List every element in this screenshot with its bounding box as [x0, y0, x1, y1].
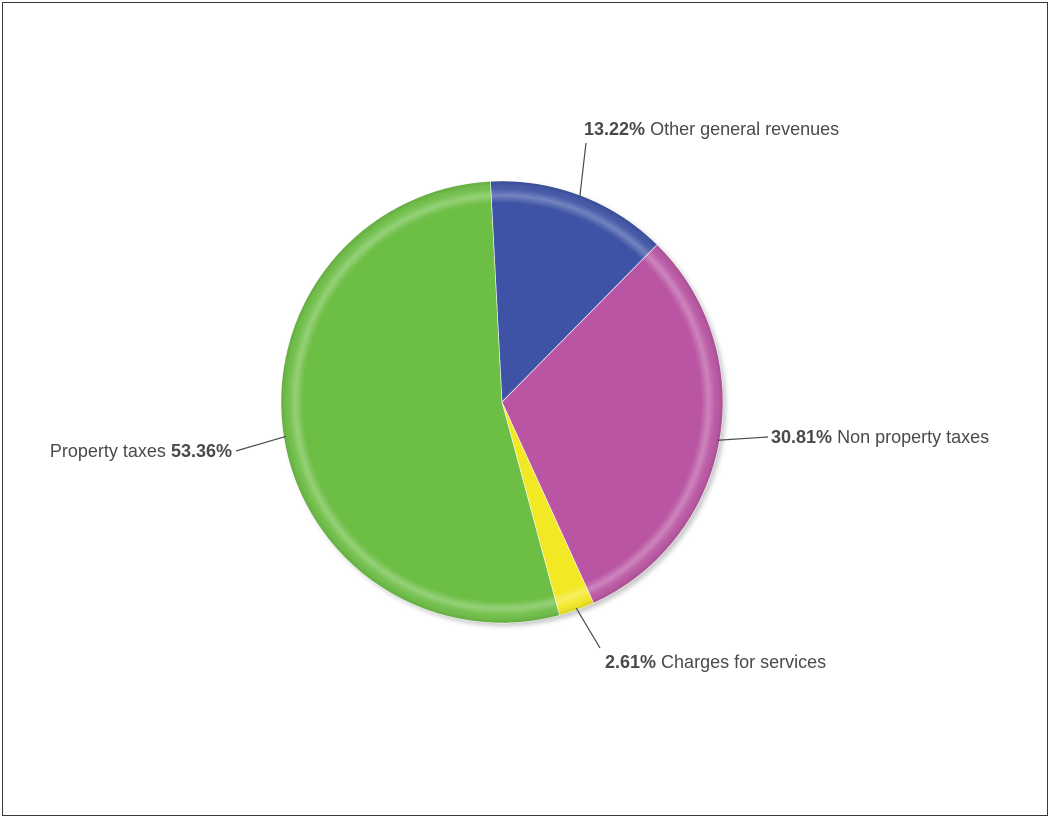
- slice-percent: 53.36%: [171, 441, 232, 461]
- slice-label: 30.81% Non property taxes: [771, 427, 989, 447]
- slice-percent: 30.81%: [771, 427, 832, 447]
- slice-percent: 2.61%: [605, 652, 656, 672]
- leader-line: [575, 607, 601, 649]
- slice-label: 2.61% Charges for services: [605, 652, 826, 672]
- leader-line: [579, 142, 587, 198]
- slice-name: Non property taxes: [832, 427, 989, 447]
- slice-name: Other general revenues: [645, 119, 839, 139]
- pie-rim-shading: [281, 181, 723, 623]
- slice-label: 13.22% Other general revenues: [584, 119, 839, 139]
- slice-name: Property taxes: [50, 441, 171, 461]
- slice-name: Charges for services: [656, 652, 826, 672]
- leader-line: [717, 436, 769, 441]
- slice-label: Property taxes 53.36%: [50, 441, 232, 461]
- slice-percent: 13.22%: [584, 119, 645, 139]
- leader-line: [235, 435, 286, 452]
